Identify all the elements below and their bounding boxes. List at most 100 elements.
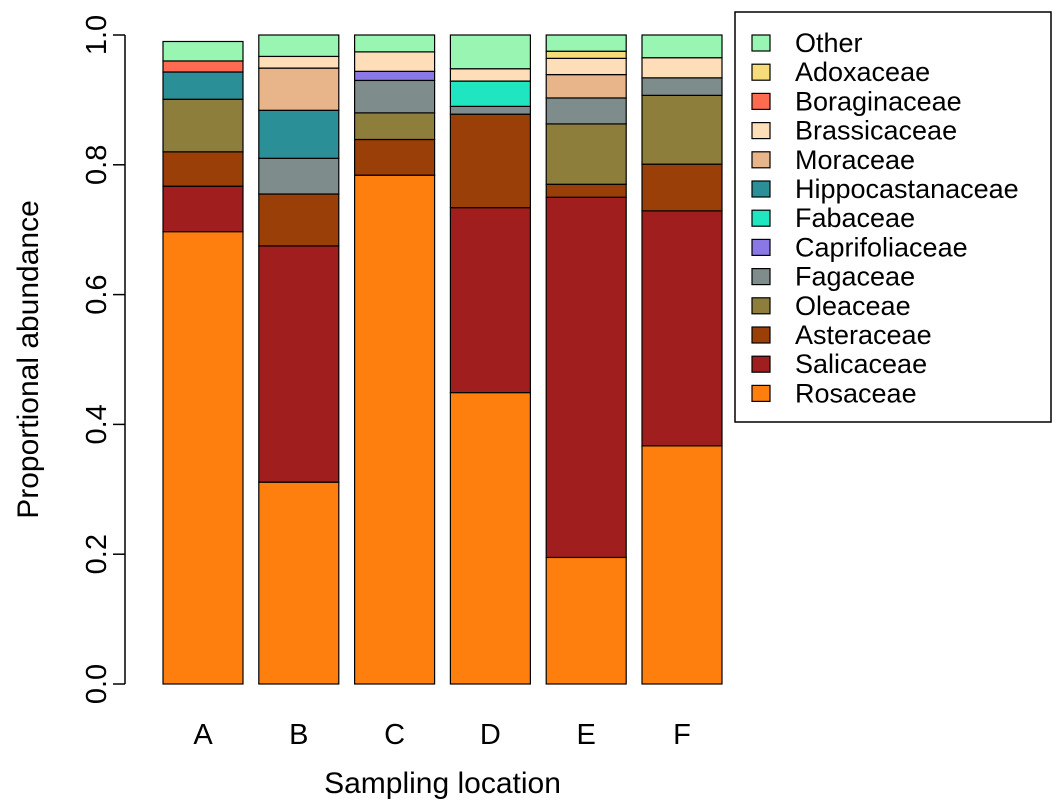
legend-item-fabaceae: Fabaceae	[751, 203, 915, 233]
legend-item-adoxaceae: Adoxaceae	[751, 57, 930, 87]
legend-item-oleaceae: Oleaceae	[751, 291, 911, 321]
legend-swatch	[751, 384, 771, 402]
segment-other	[258, 34, 340, 58]
bars-group	[162, 34, 723, 685]
y-axis-title: Proportional abundance	[12, 200, 45, 519]
segment-brassicaceae	[354, 51, 436, 72]
segment-other	[641, 34, 723, 59]
bar-C	[354, 34, 436, 685]
x-axis: A B C D E F	[193, 719, 691, 751]
legend-label: Fabaceae	[795, 203, 915, 233]
x-tick-label: E	[577, 719, 596, 751]
y-tick-label: 1.0	[81, 15, 113, 55]
segment-fagaceae	[545, 97, 627, 125]
legend-box	[734, 11, 1052, 423]
segment-asteraceae	[354, 138, 436, 176]
bar-F	[641, 34, 723, 685]
legend-label: Rosaceae	[795, 378, 917, 408]
segment-oleaceae	[545, 123, 627, 185]
legend-label: Salicaceae	[795, 349, 927, 379]
segment-brassicaceae	[545, 57, 627, 76]
segment-other	[354, 34, 436, 53]
legend-swatch	[751, 34, 771, 52]
legend-swatch	[751, 121, 771, 140]
legend-label: Fagaceae	[795, 262, 915, 292]
x-tick-label: F	[673, 719, 691, 751]
legend-label: Brassicaceae	[795, 116, 957, 146]
segment-asteraceae	[162, 151, 244, 187]
segment-salicaceae	[162, 185, 244, 233]
legend-swatch	[751, 92, 771, 111]
segment-brassicaceae	[258, 55, 340, 69]
legend-swatch	[751, 238, 771, 256]
segment-rosaceae	[258, 481, 340, 685]
segment-other	[545, 34, 627, 52]
legend-item-asteraceae: Asteraceae	[751, 320, 932, 350]
segment-fabaceae	[449, 80, 531, 107]
bar-D	[449, 34, 531, 685]
legend-item-boraginaceae: Boraginaceae	[751, 86, 962, 116]
x-tick-label: A	[193, 719, 213, 751]
legend-label: Moraceae	[795, 145, 915, 175]
legend-label: Adoxaceae	[795, 57, 930, 87]
legend-swatch	[751, 209, 771, 227]
segment-other	[449, 34, 531, 70]
legend-label: Boraginaceae	[795, 86, 962, 116]
segment-salicaceae	[258, 245, 340, 483]
segment-adoxaceae	[545, 50, 627, 59]
y-tick-label: 0.4	[81, 404, 113, 444]
legend-item-salicaceae: Salicaceae	[751, 349, 927, 379]
legend-label: Oleaceae	[795, 291, 911, 321]
x-tick-label: D	[480, 719, 501, 751]
legend-swatch	[751, 63, 771, 81]
segment-rosaceae	[449, 391, 531, 685]
segment-other	[162, 40, 244, 62]
segment-oleaceae	[162, 98, 244, 153]
legend-item-moraceae: Moraceae	[751, 145, 915, 175]
segment-moraceae	[545, 73, 627, 99]
y-tick-label: 0.2	[81, 534, 113, 574]
legend-label: Hippocastanaceae	[795, 174, 1019, 204]
legend-label: Asteraceae	[795, 320, 932, 350]
segment-oleaceae	[354, 112, 436, 141]
legend: OtherAdoxaceaeBoraginaceaeBrassicaceaeMo…	[734, 11, 1052, 423]
bar-B	[258, 34, 340, 685]
segment-moraceae	[258, 67, 340, 111]
y-axis: 0.0 0.2 0.4 0.6 0.8 1.0	[81, 15, 126, 704]
legend-swatch	[751, 297, 771, 315]
segment-brassicaceae	[449, 68, 531, 82]
y-tick-label: 0.0	[81, 664, 113, 704]
legend-item-other: Other	[751, 28, 863, 58]
segment-asteraceae	[545, 183, 627, 198]
segment-fagaceae	[354, 79, 436, 114]
segment-fagaceae	[449, 105, 531, 115]
segment-brassicaceae	[641, 57, 723, 79]
legend-label: Other	[795, 28, 863, 58]
segment-rosaceae	[162, 231, 244, 685]
segment-boraginaceae	[162, 60, 244, 73]
x-tick-label: C	[384, 719, 405, 751]
legend-swatch	[751, 326, 771, 344]
bar-E	[545, 34, 627, 685]
legend-swatch	[751, 180, 771, 198]
legend-label: Caprifoliaceae	[795, 232, 968, 262]
segment-salicaceae	[641, 210, 723, 447]
segment-rosaceae	[641, 445, 723, 685]
legend-item-hippocastanaceae: Hippocastanaceae	[751, 174, 1019, 204]
segment-rosaceae	[354, 174, 436, 685]
segment-fagaceae	[258, 157, 340, 195]
legend-swatch	[751, 268, 771, 286]
legend-swatch	[751, 151, 771, 169]
legend-item-rosaceae: Rosaceae	[751, 378, 917, 408]
segment-hippocastanaceae	[258, 109, 340, 159]
x-axis-title: Sampling location	[324, 767, 561, 800]
legend-item-brassicaceae: Brassicaceae	[751, 116, 957, 146]
segment-oleaceae	[641, 94, 723, 165]
segment-salicaceae	[545, 196, 627, 559]
x-tick-label: B	[289, 719, 308, 751]
segment-caprifoliaceae	[354, 70, 436, 82]
legend-swatch	[751, 355, 771, 373]
legend-item-caprifoliaceae: Caprifoliaceae	[751, 232, 968, 262]
segment-fagaceae	[641, 77, 723, 96]
